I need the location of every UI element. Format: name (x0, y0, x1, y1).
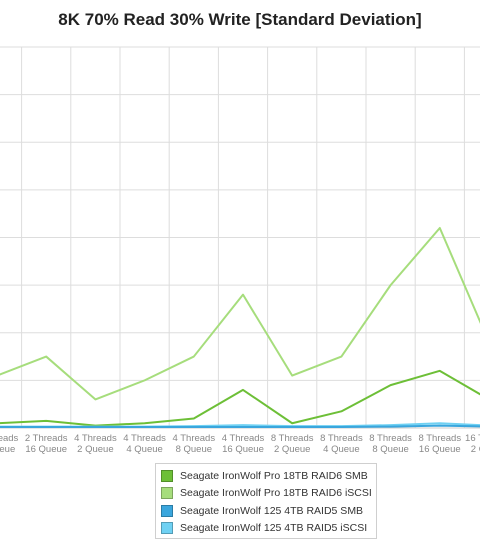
legend-item[interactable]: Seagate IronWolf Pro 18TB RAID6 SMB (161, 467, 376, 485)
x-tick-label-sub: 2 Queue (274, 444, 310, 455)
x-tick-label: 8 Threads (320, 433, 363, 444)
x-tick-label: 4 Threads (74, 433, 117, 444)
series-line-3 (0, 424, 480, 429)
x-tick-label-sub: 16 Queue (419, 444, 461, 455)
x-tick-label-sub: 4 Queue (323, 444, 359, 455)
legend-swatch (161, 504, 173, 517)
legend-label: Seagate IronWolf Pro 18TB RAID6 iSCSI (180, 487, 372, 500)
legend-swatch (161, 522, 173, 535)
x-tick-label-sub: 4 Queue (126, 444, 162, 455)
x-tick-label-sub: 16 Queue (222, 444, 264, 455)
legend-item[interactable]: Seagate IronWolf Pro 18TB RAID6 iSCSI (161, 485, 376, 503)
x-tick-label-sub: 8 Queue (372, 444, 408, 455)
legend-label: Seagate IronWolf 125 4TB RAID5 SMB (180, 504, 364, 517)
x-tick-label: 8 Threads (271, 433, 314, 444)
x-tick-label: 4 Threads (172, 433, 215, 444)
legend-item[interactable]: Seagate IronWolf 125 4TB RAID5 SMB (161, 502, 376, 520)
legend-swatch (161, 487, 173, 500)
x-tick-label: 8 Threads (418, 433, 461, 444)
chart-series (0, 226, 480, 429)
x-tick-label-sub: 16 Queue (25, 444, 67, 455)
chart-legend: Seagate IronWolf Pro 18TB RAID6 SMB Seaga… (155, 463, 377, 539)
legend-item[interactable]: Seagate IronWolf 125 4TB RAID5 iSCSI (161, 520, 376, 538)
legend-label: Seagate IronWolf Pro 18TB RAID6 SMB (180, 469, 368, 482)
x-tick-label-sub: 2 Queue (0, 444, 15, 455)
series-line-1 (0, 369, 480, 427)
x-tick-label: 16 Threads (465, 433, 480, 444)
chart-grid (0, 46, 480, 429)
x-tick-label-sub: 2 Queue (471, 444, 480, 455)
x-tick-label: 2 Threads (25, 433, 68, 444)
legend-label: Seagate IronWolf 125 4TB RAID5 iSCSI (180, 522, 368, 535)
x-tick-label: 4 Threads (123, 433, 166, 444)
series-line-2 (0, 226, 480, 401)
legend-swatch (161, 469, 173, 482)
x-tick-label: 8 Threads (369, 433, 412, 444)
x-tick-label-sub: 8 Queue (176, 444, 212, 455)
x-tick-label-sub: 2 Queue (77, 444, 113, 455)
x-tick-label: 2 Threads (0, 433, 19, 444)
x-tick-label: 4 Threads (222, 433, 265, 444)
chart-title: 8K 70% Read 30% Write [Standard Deviatio… (58, 10, 422, 29)
